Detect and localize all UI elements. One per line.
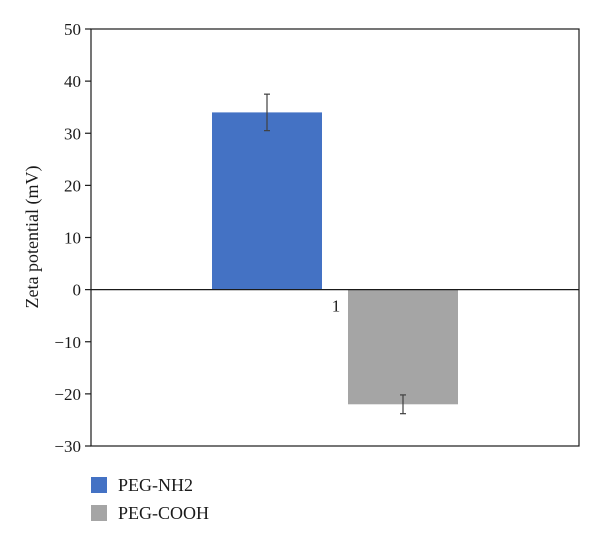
y-axis: 50 40 30 20 10 0 −10 −20 −30	[54, 20, 91, 456]
bar-peg-cooh	[348, 289, 458, 405]
y-tick-label: 20	[64, 176, 81, 195]
legend-swatch	[91, 477, 107, 493]
y-tick-label: −30	[54, 437, 81, 456]
plot-frame	[90, 28, 580, 447]
y-tick-label: 10	[64, 229, 81, 248]
y-tick-label: 30	[64, 124, 81, 143]
y-tick-label: 0	[73, 281, 82, 300]
legend-label: PEG-COOH	[118, 503, 209, 523]
y-tick-label: 50	[64, 20, 81, 39]
x-category-label: 1	[332, 297, 341, 316]
bar-peg-nh2	[212, 112, 322, 290]
y-tick-label: −20	[54, 385, 81, 404]
y-axis-title: Zeta potential (mV)	[22, 166, 43, 309]
legend-label: PEG-NH2	[118, 475, 193, 495]
y-tick-label: 40	[64, 72, 81, 91]
y-tick-label: −10	[54, 333, 81, 352]
legend-swatch	[91, 505, 107, 521]
legend: PEG-NH2 PEG-COOH	[91, 475, 209, 523]
bars	[212, 93, 458, 415]
